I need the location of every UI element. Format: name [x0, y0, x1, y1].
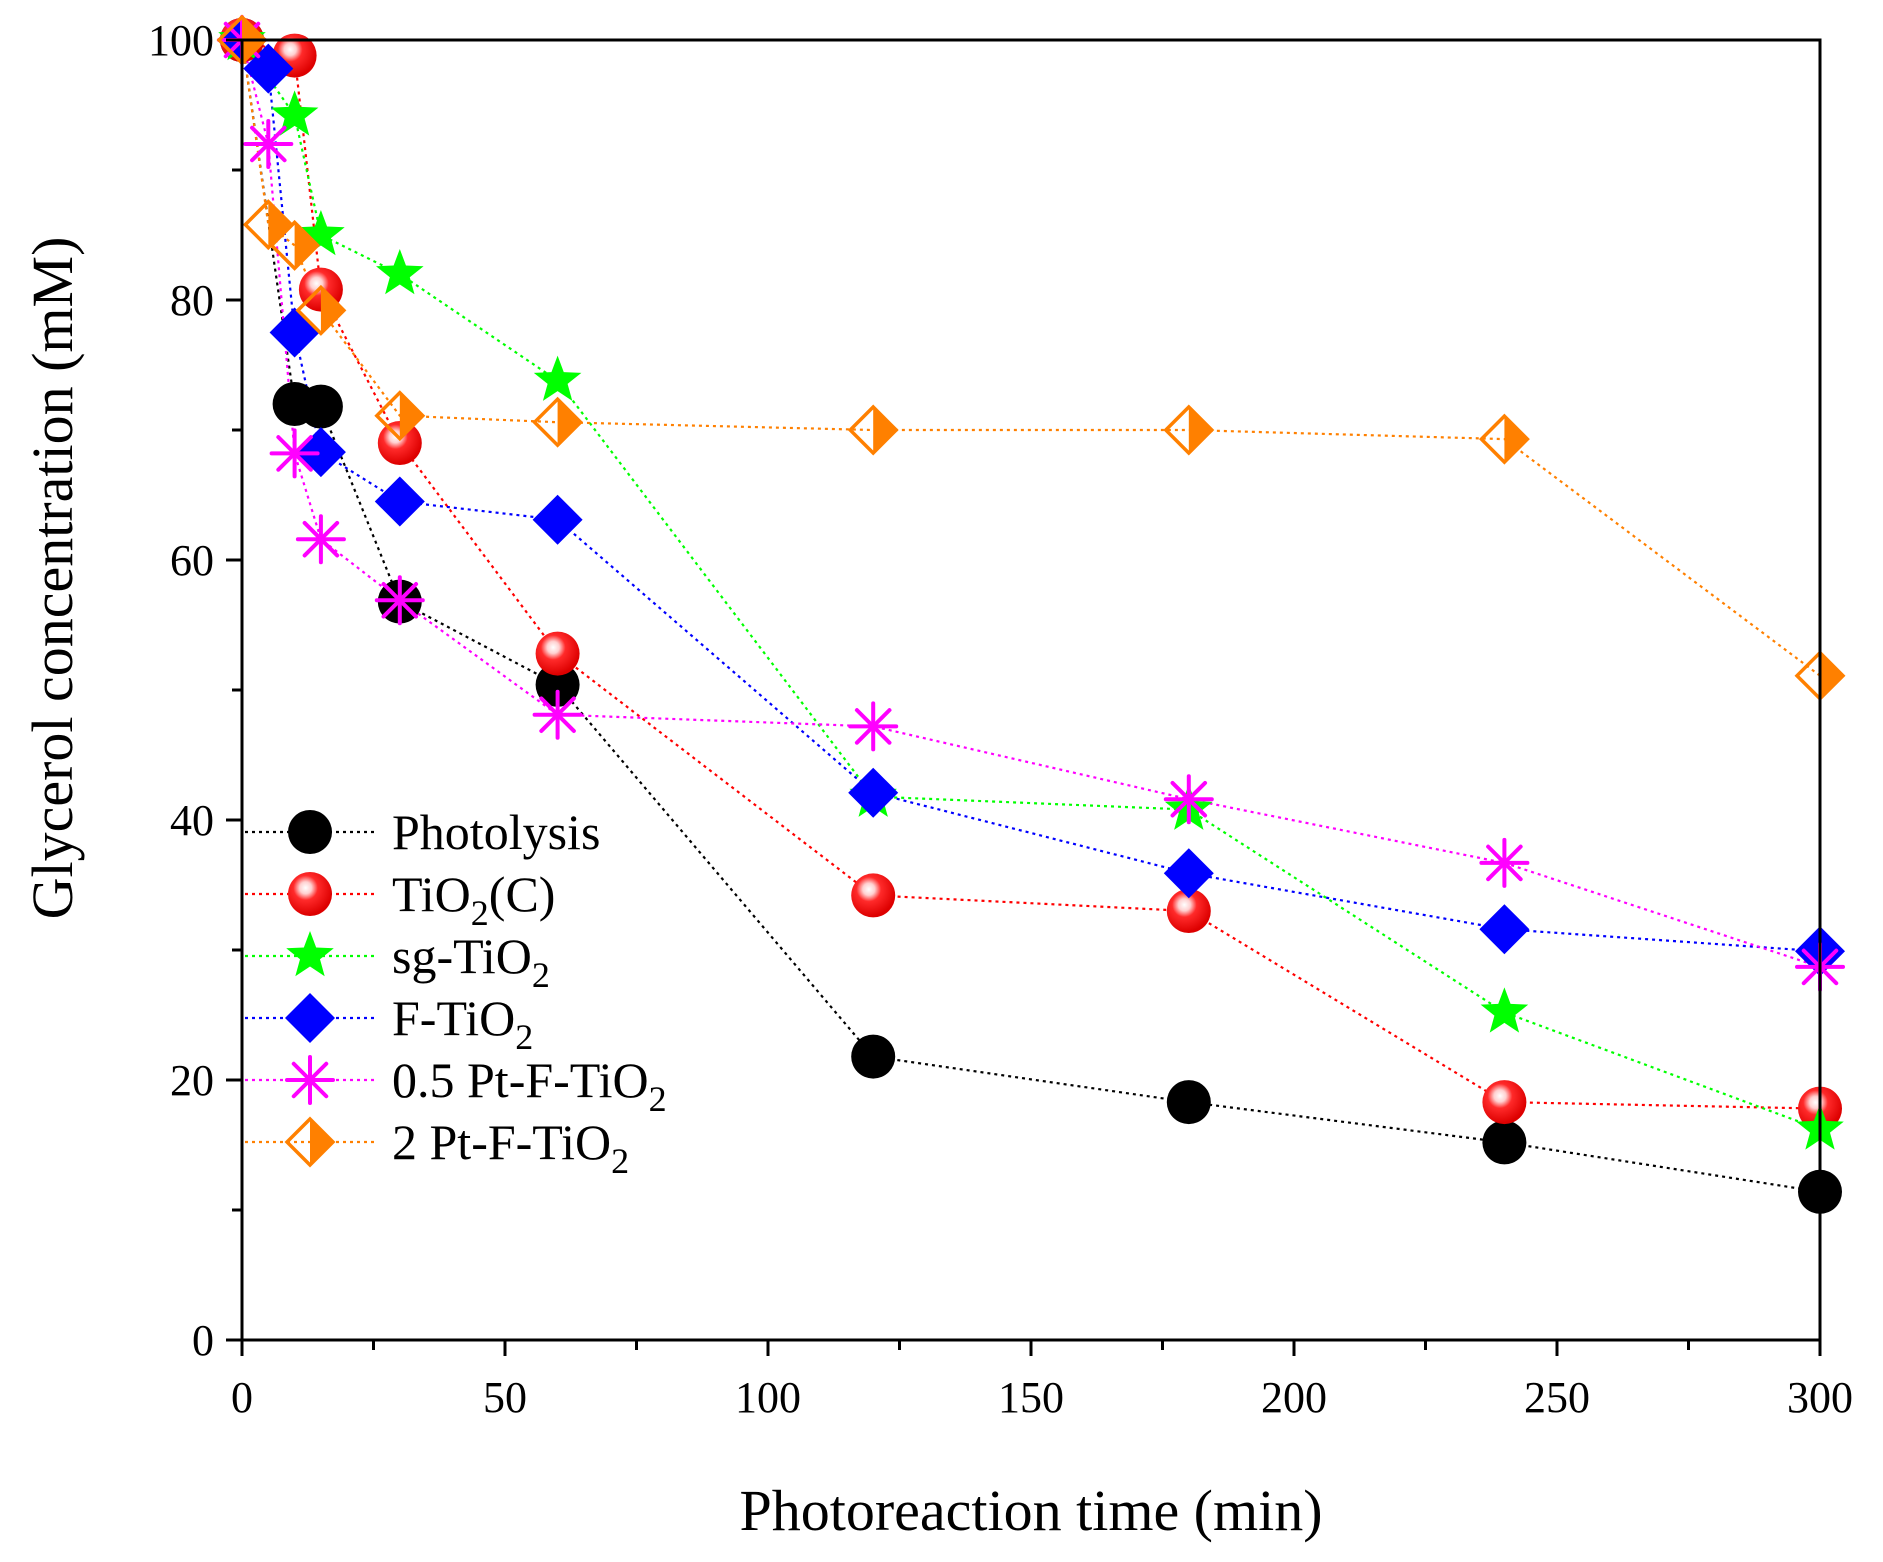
legend-marker	[284, 1116, 336, 1168]
legend-label: sg-TiO2	[392, 928, 550, 995]
data-point-s4-2	[269, 428, 320, 479]
data-point-s4-1	[243, 119, 294, 169]
data-point-s4-3	[295, 514, 346, 565]
legend-label: 2 Pt-F-TiO2	[392, 1114, 629, 1181]
data-point-s2-2	[297, 210, 345, 256]
legend-label: TiO2(C)	[392, 866, 555, 933]
data-point-s5-5	[532, 396, 584, 448]
data-point-s0-7	[1482, 1120, 1527, 1165]
y-tick-label: 40	[170, 796, 214, 845]
data-point-s4-7	[1163, 774, 1214, 825]
data-point-s5-8	[1478, 413, 1530, 465]
data-point-s2-7	[1480, 987, 1529, 1033]
data-point-s4-8	[1479, 837, 1530, 888]
y-tick-label: 80	[170, 276, 214, 325]
y-tick-label: 0	[192, 1316, 214, 1365]
data-point-s4-6	[848, 701, 899, 752]
legend-item: Photolysis	[245, 804, 600, 860]
legend-item: TiO2(C)	[245, 866, 555, 933]
data-point-s5-6	[847, 404, 899, 456]
y-tick-label: 20	[170, 1056, 214, 1105]
legend-marker	[288, 810, 332, 854]
y-tick-label: 60	[170, 536, 214, 585]
y-tick-label: 100	[148, 16, 214, 65]
data-point-s1-7	[1482, 1080, 1527, 1125]
x-tick-label: 250	[1524, 1373, 1590, 1422]
data-point-s5-3	[295, 284, 347, 336]
x-axis-title: Photoreaction time (min)	[739, 1478, 1322, 1543]
legend-marker	[285, 993, 335, 1043]
data-point-s3-5	[532, 494, 583, 545]
data-point-s4-4	[374, 575, 425, 626]
legend-marker	[285, 1055, 335, 1105]
data-point-s0-4	[535, 662, 580, 707]
legend-marker	[288, 872, 332, 916]
data-point-s3-6	[848, 767, 899, 818]
data-point-s2-1	[270, 90, 319, 136]
data-point-s3-7	[1163, 848, 1214, 899]
data-point-s5-4	[374, 390, 426, 442]
legend-item: F-TiO2	[245, 990, 533, 1057]
legend-item: 0.5 Pt-F-TiO2	[245, 1052, 667, 1119]
data-point-s0-2	[298, 384, 343, 429]
legend-label: Photolysis	[392, 804, 600, 860]
legend-item: sg-TiO2	[245, 928, 550, 995]
data-point-s5-7	[1163, 404, 1215, 456]
data-point-s3-2	[269, 307, 320, 358]
x-tick-label: 150	[998, 1373, 1064, 1422]
data-point-s0-5	[851, 1034, 896, 1079]
data-point-s1-4	[535, 631, 580, 676]
data-point-s3-4	[374, 476, 425, 527]
x-tick-label: 300	[1787, 1373, 1853, 1422]
data-point-s4-5	[532, 689, 583, 740]
legend-label: F-TiO2	[392, 990, 533, 1057]
data-point-s2-3	[376, 249, 424, 295]
y-axis-title: Glycerol concentration (mM)	[20, 237, 85, 920]
x-tick-label: 100	[735, 1373, 801, 1422]
data-point-s3-8	[1479, 904, 1530, 955]
x-tick-label: 0	[231, 1373, 253, 1422]
legend-marker	[286, 931, 334, 977]
legend-label: 0.5 Pt-F-TiO2	[392, 1052, 667, 1119]
data-point-s0-6	[1166, 1080, 1211, 1125]
data-point-s5-2	[269, 219, 321, 271]
legend-item: 2 Pt-F-TiO2	[245, 1114, 629, 1181]
series-line-5	[240, 39, 1821, 677]
data-point-s5-1	[242, 199, 294, 251]
data-point-s2-4	[533, 355, 582, 401]
data-point-s1-6	[1166, 889, 1211, 933]
x-tick-label: 50	[483, 1373, 527, 1422]
x-tick-label: 200	[1261, 1373, 1327, 1422]
data-point-s1-3	[377, 421, 422, 465]
series-line-0	[240, 39, 1821, 1193]
series-line-1	[241, 38, 1821, 1110]
data-point-s1-5	[851, 873, 896, 918]
